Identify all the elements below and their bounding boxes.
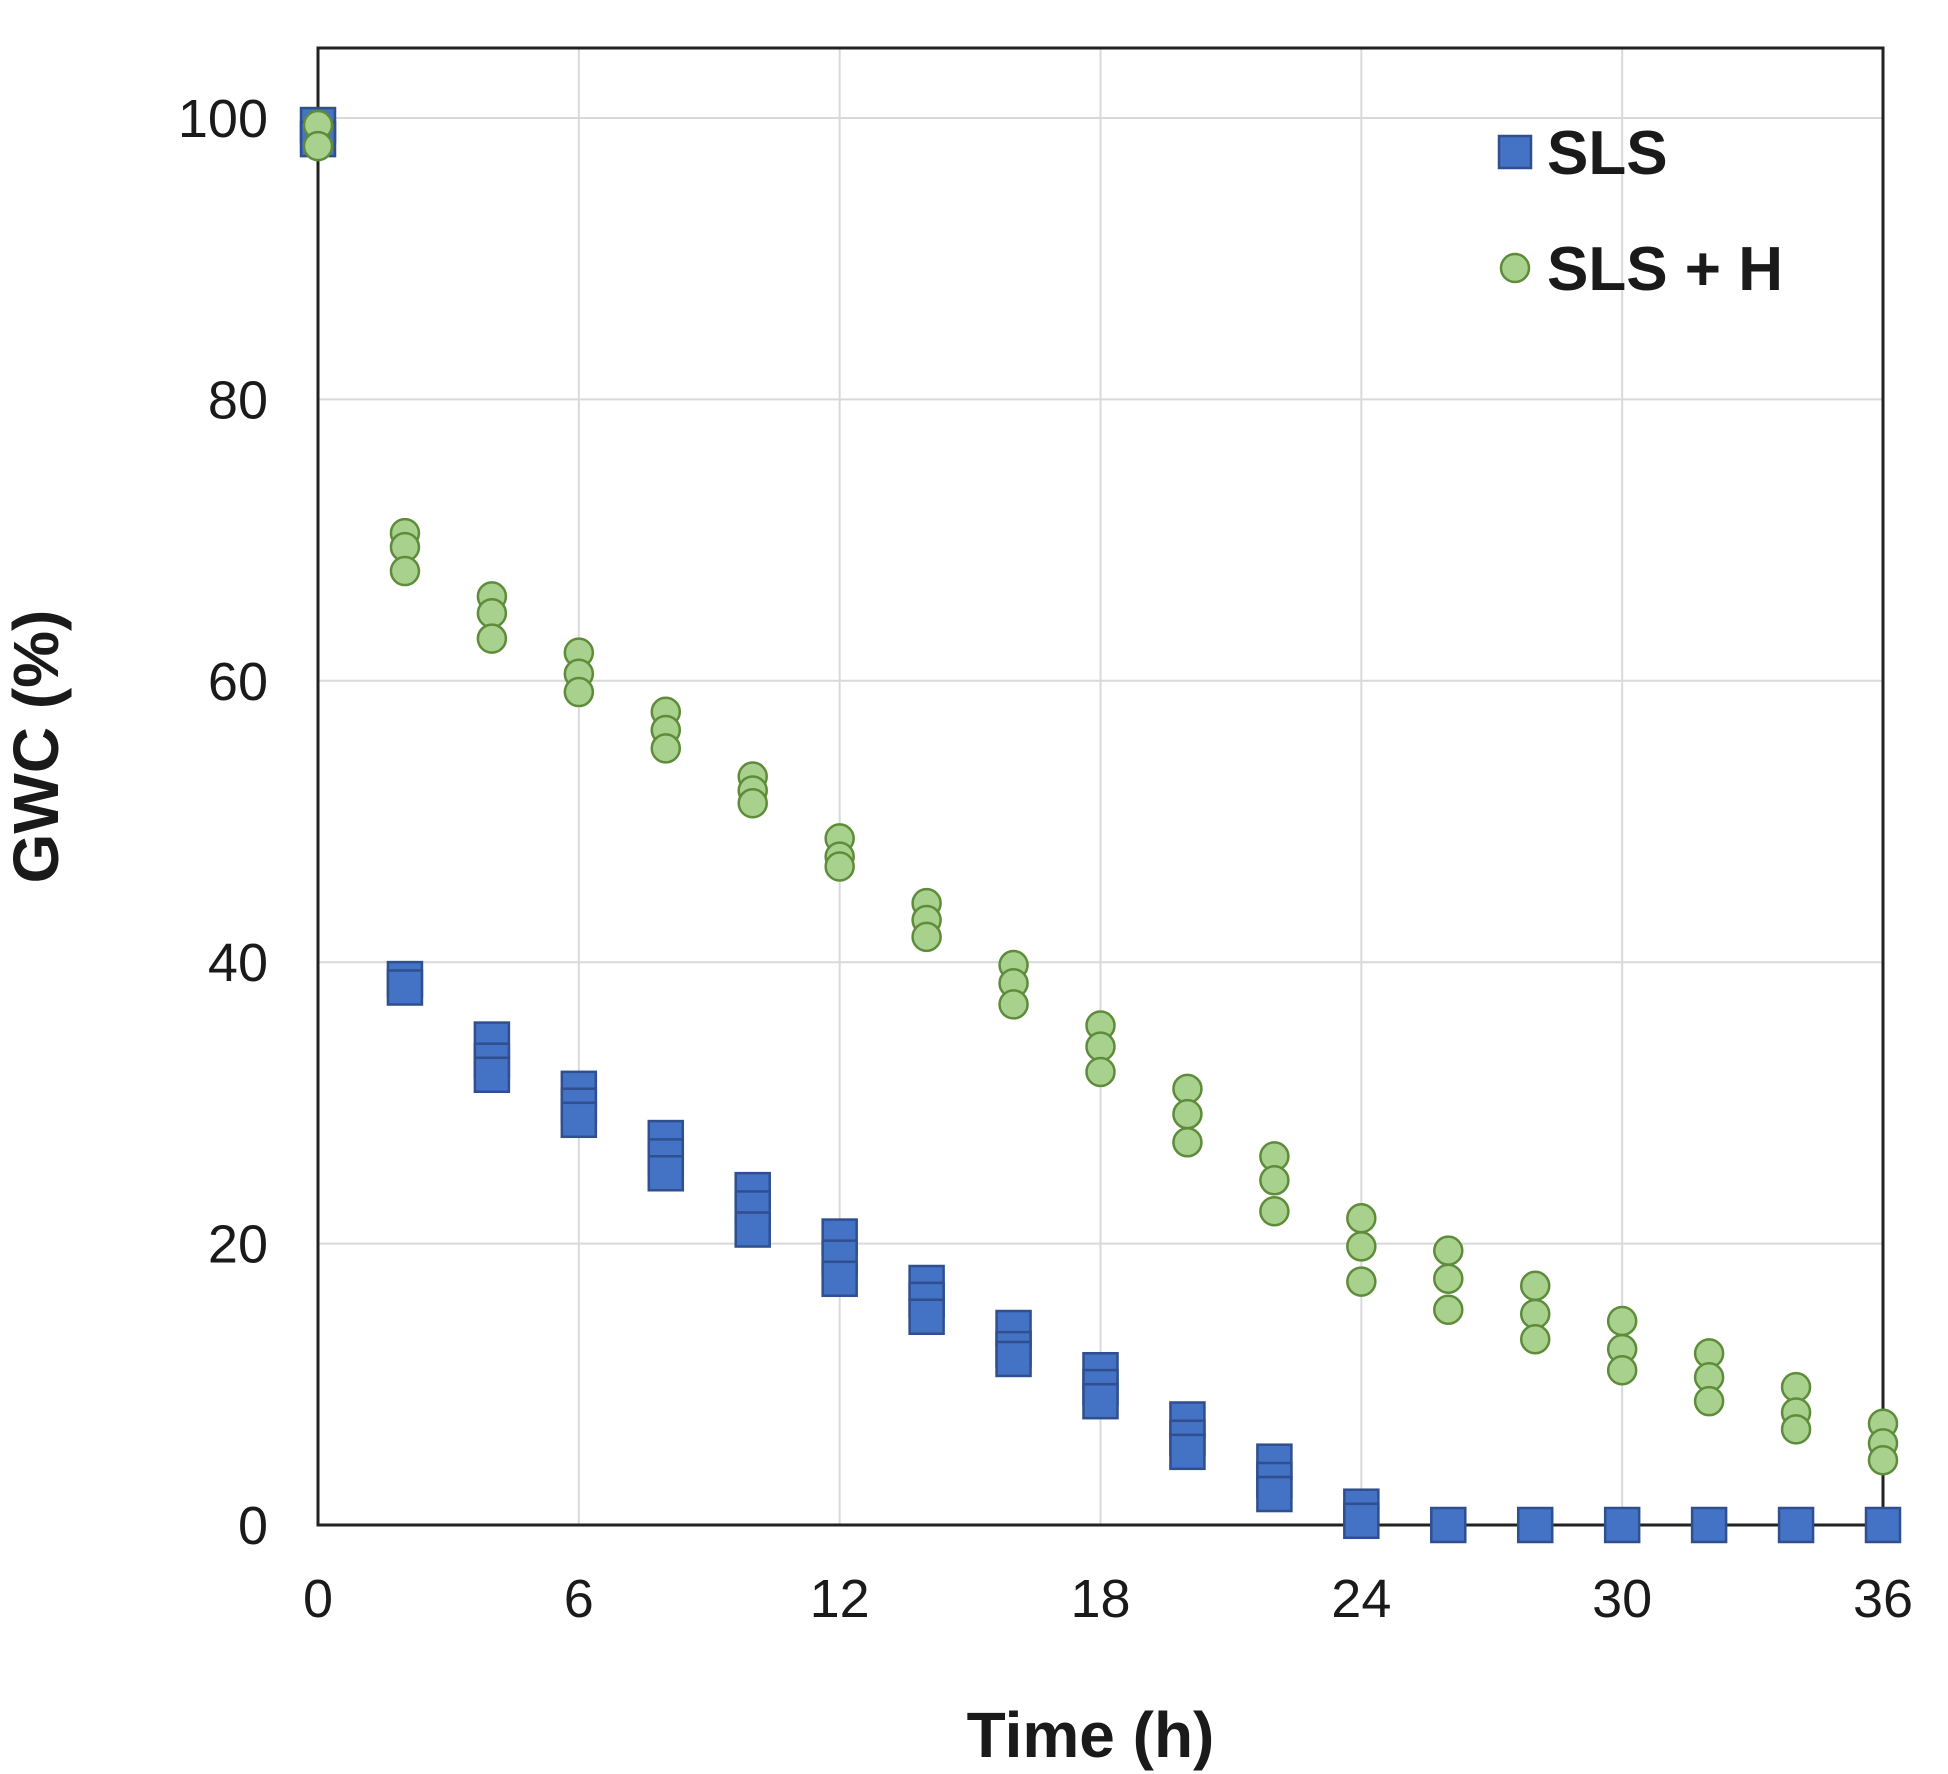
sls-point	[908, 1298, 945, 1336]
sls-point	[1603, 1506, 1641, 1544]
sls-point	[1864, 1506, 1902, 1544]
sls-point	[1516, 1506, 1554, 1544]
y-tick-label: 100	[178, 89, 268, 149]
sls-h-point	[650, 733, 682, 764]
legend: SLS SLS + H	[1497, 119, 1783, 304]
sls-h-point	[563, 676, 595, 708]
x-tick-label: 18	[1070, 1569, 1130, 1629]
sls-point	[1690, 1506, 1728, 1544]
sls-h-point	[1172, 1073, 1203, 1105]
sls-h-point	[737, 787, 768, 819]
sls-h-point	[389, 555, 421, 587]
x-tick-label: 6	[564, 1569, 594, 1629]
sls-h-point	[1867, 1445, 1899, 1476]
x-axis-title: Time (h)	[967, 1699, 1215, 1771]
legend-sls-h-swatch	[1499, 252, 1531, 284]
sls-h-point	[1085, 1056, 1116, 1088]
sls-point	[1256, 1475, 1293, 1513]
x-tick-label: 36	[1853, 1569, 1913, 1629]
sls-point	[1430, 1506, 1467, 1544]
sls-h-point	[1085, 1031, 1116, 1062]
sls-h-point	[1433, 1263, 1464, 1295]
x-tick-label: 24	[1331, 1569, 1391, 1629]
legend-label-sls: SLS	[1547, 119, 1668, 188]
sls-h-point	[824, 851, 855, 882]
sls-h-point	[1433, 1294, 1464, 1325]
sls-h-point	[476, 623, 508, 654]
x-tick-label: 30	[1592, 1569, 1652, 1629]
sls-h-point	[1346, 1266, 1377, 1297]
legend-sls-swatch	[1497, 134, 1533, 170]
sls-h-point	[1259, 1165, 1290, 1196]
sls-point	[734, 1211, 771, 1248]
sls-point	[386, 969, 424, 1006]
legend-label-sls-h: SLS + H	[1547, 235, 1783, 304]
x-tick-label: 0	[303, 1569, 333, 1629]
y-tick-label: 60	[208, 652, 268, 712]
sls-h-point	[1693, 1385, 1725, 1417]
axes	[316, 46, 1885, 1527]
y-axis-title: GWC (%)	[0, 610, 72, 884]
sls-h-point	[1606, 1354, 1638, 1386]
sls-h-point	[1346, 1203, 1377, 1234]
sls-h-point	[1780, 1414, 1812, 1445]
sls-point	[1082, 1382, 1119, 1420]
sls-h-point	[1346, 1231, 1377, 1262]
sls-h-point	[1519, 1298, 1551, 1330]
y-tick-label: 20	[208, 1215, 268, 1275]
sls-point	[1777, 1506, 1815, 1544]
sls-h-point	[1259, 1195, 1290, 1227]
sls-point	[995, 1340, 1032, 1378]
data-points	[299, 106, 1902, 1544]
sls-h-point	[1172, 1127, 1203, 1158]
sls-h-point	[911, 921, 942, 953]
sls-point	[473, 1056, 511, 1094]
sls-point	[821, 1260, 858, 1298]
sls-h-point	[1780, 1371, 1812, 1403]
sls-h-point	[1172, 1098, 1203, 1130]
x-tick-label: 12	[810, 1569, 870, 1629]
plot-frame	[316, 46, 1885, 1527]
y-tick-label: 40	[208, 933, 268, 993]
sls-h-point	[1606, 1305, 1638, 1337]
sls-h-point	[302, 130, 334, 162]
y-tick-label: 0	[238, 1496, 268, 1556]
sls-point	[560, 1101, 598, 1139]
tick-labels: 0 6 12 18 24 30 36 0 20 40 60 80 100	[178, 89, 1913, 1629]
sls-point	[1169, 1433, 1206, 1471]
sls-point	[647, 1155, 685, 1192]
y-tick-label: 80	[208, 370, 268, 430]
sls-h-point	[1433, 1235, 1464, 1266]
sls-h-point	[998, 989, 1029, 1020]
sls-h-point	[1519, 1270, 1551, 1302]
sls-h-point	[1519, 1324, 1551, 1355]
sls-point	[1343, 1502, 1380, 1540]
sls-h-point	[476, 598, 508, 629]
